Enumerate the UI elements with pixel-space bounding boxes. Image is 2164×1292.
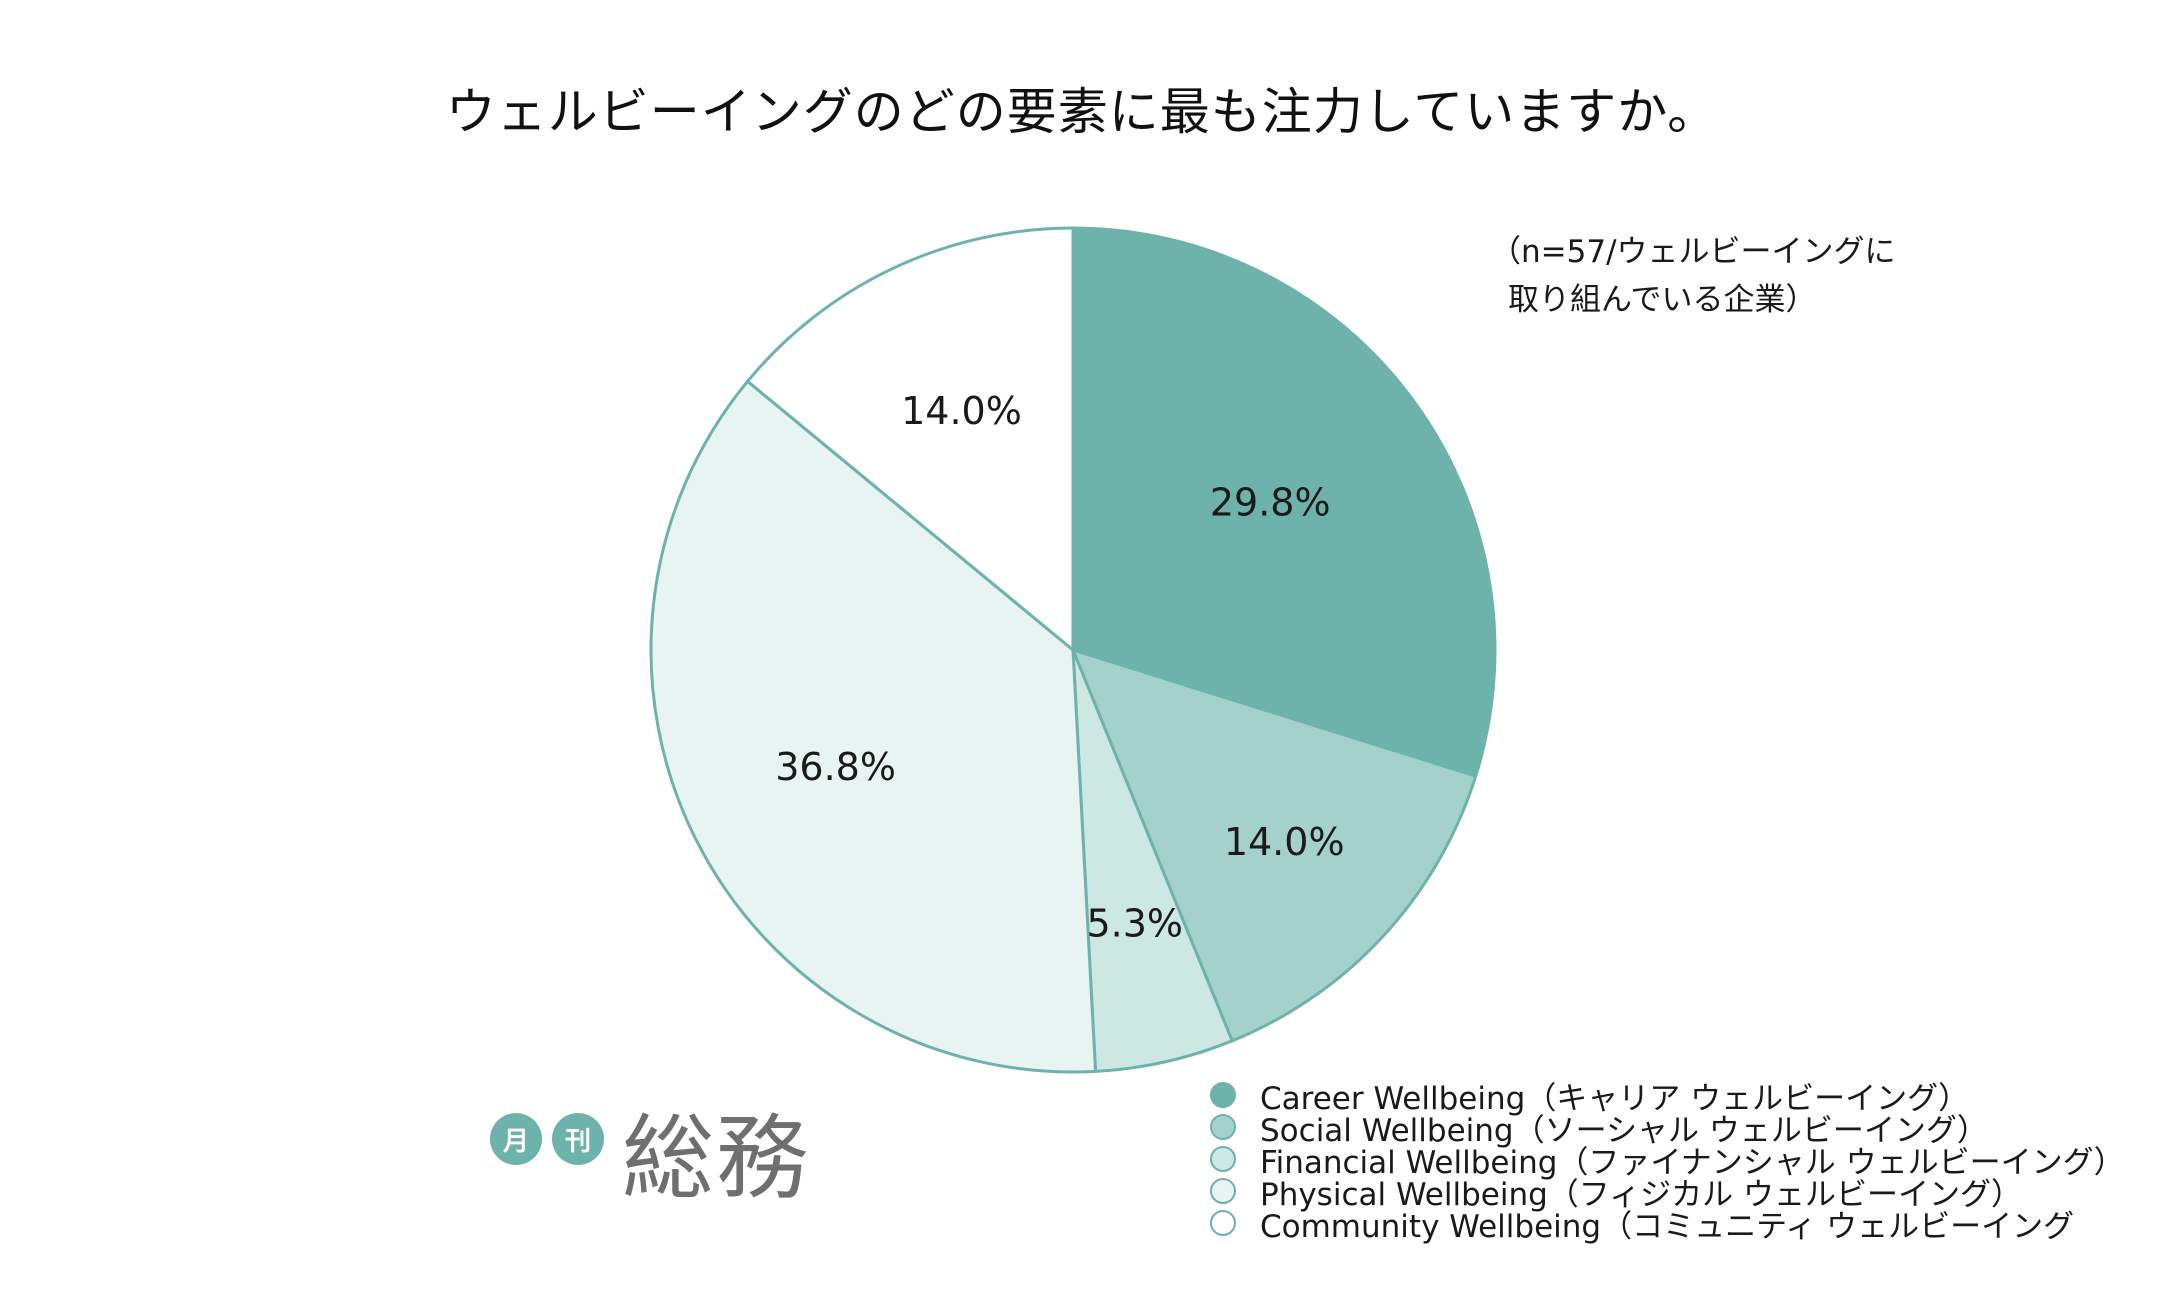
slice-label-2: 5.3% [1086, 901, 1183, 945]
legend-item-4: Community Wellbeing（コミュニティ ウェルビーイング [1210, 1207, 2150, 1245]
legend: Career Wellbeing（キャリア ウェルビーイング） Social We… [1210, 1079, 2150, 1247]
sample-note: （n=57/ウェルビーイングに 取り組んでいる企業） [1490, 228, 1896, 324]
sample-note-line-2: 取り組んでいる企業） [1508, 282, 1817, 318]
legend-item-1: Social Wellbeing（ソーシャル ウェルビーイング） [1210, 1111, 2150, 1149]
pie-slice-1 [1071, 648, 1478, 1043]
slice-label-1: 14.0% [1224, 820, 1345, 864]
sample-note-line-1: （n=57/ウェルビーイングに [1490, 234, 1896, 270]
legend-label-3: Physical Wellbeing（フィジカル ウェルビーイング） [1260, 1176, 2023, 1213]
legend-swatch-1 [1210, 1114, 1236, 1140]
slice-label-4: 14.0% [901, 389, 1022, 433]
legend-label-2: Financial Wellbeing（ファイナンシャル ウェルビーイング） [1260, 1144, 2125, 1181]
pie-slice-4 [746, 226, 1075, 652]
slice-label-0: 29.8% [1210, 481, 1331, 525]
slice-label-3: 36.8% [775, 745, 896, 789]
legend-swatch-4 [1210, 1210, 1236, 1236]
legend-label-0: Career Wellbeing（キャリア ウェルビーイング） [1260, 1080, 1970, 1117]
chart-title: ウェルビーイングのどの要素に最も注力していますか。 [445, 83, 1719, 141]
legend-swatch-2 [1210, 1146, 1236, 1172]
legend-item-3: Physical Wellbeing（フィジカル ウェルビーイング） [1210, 1175, 2150, 1213]
legend-swatch-3 [1210, 1178, 1236, 1204]
pie-slice-3 [649, 379, 1098, 1074]
logo-wordmark: 総務 [622, 1105, 811, 1212]
legend-item-2: Financial Wellbeing（ファイナンシャル ウェルビーイング） [1210, 1143, 2150, 1181]
legend-label-4: Community Wellbeing（コミュニティ ウェルビーイング [1260, 1208, 2075, 1245]
legend-swatch-0 [1210, 1082, 1236, 1108]
logo-badge-month: 月 [490, 1113, 542, 1165]
logo-badge-publication: 刊 [552, 1113, 604, 1165]
legend-item-0: Career Wellbeing（キャリア ウェルビーイング） [1210, 1079, 2150, 1117]
legend-label-1: Social Wellbeing（ソーシャル ウェルビーイング） [1260, 1112, 1988, 1149]
pie-slice-0 [1071, 226, 1497, 778]
publisher-logo: 月 刊 総務 [490, 1105, 810, 1215]
pie-slice-2 [1071, 648, 1234, 1073]
